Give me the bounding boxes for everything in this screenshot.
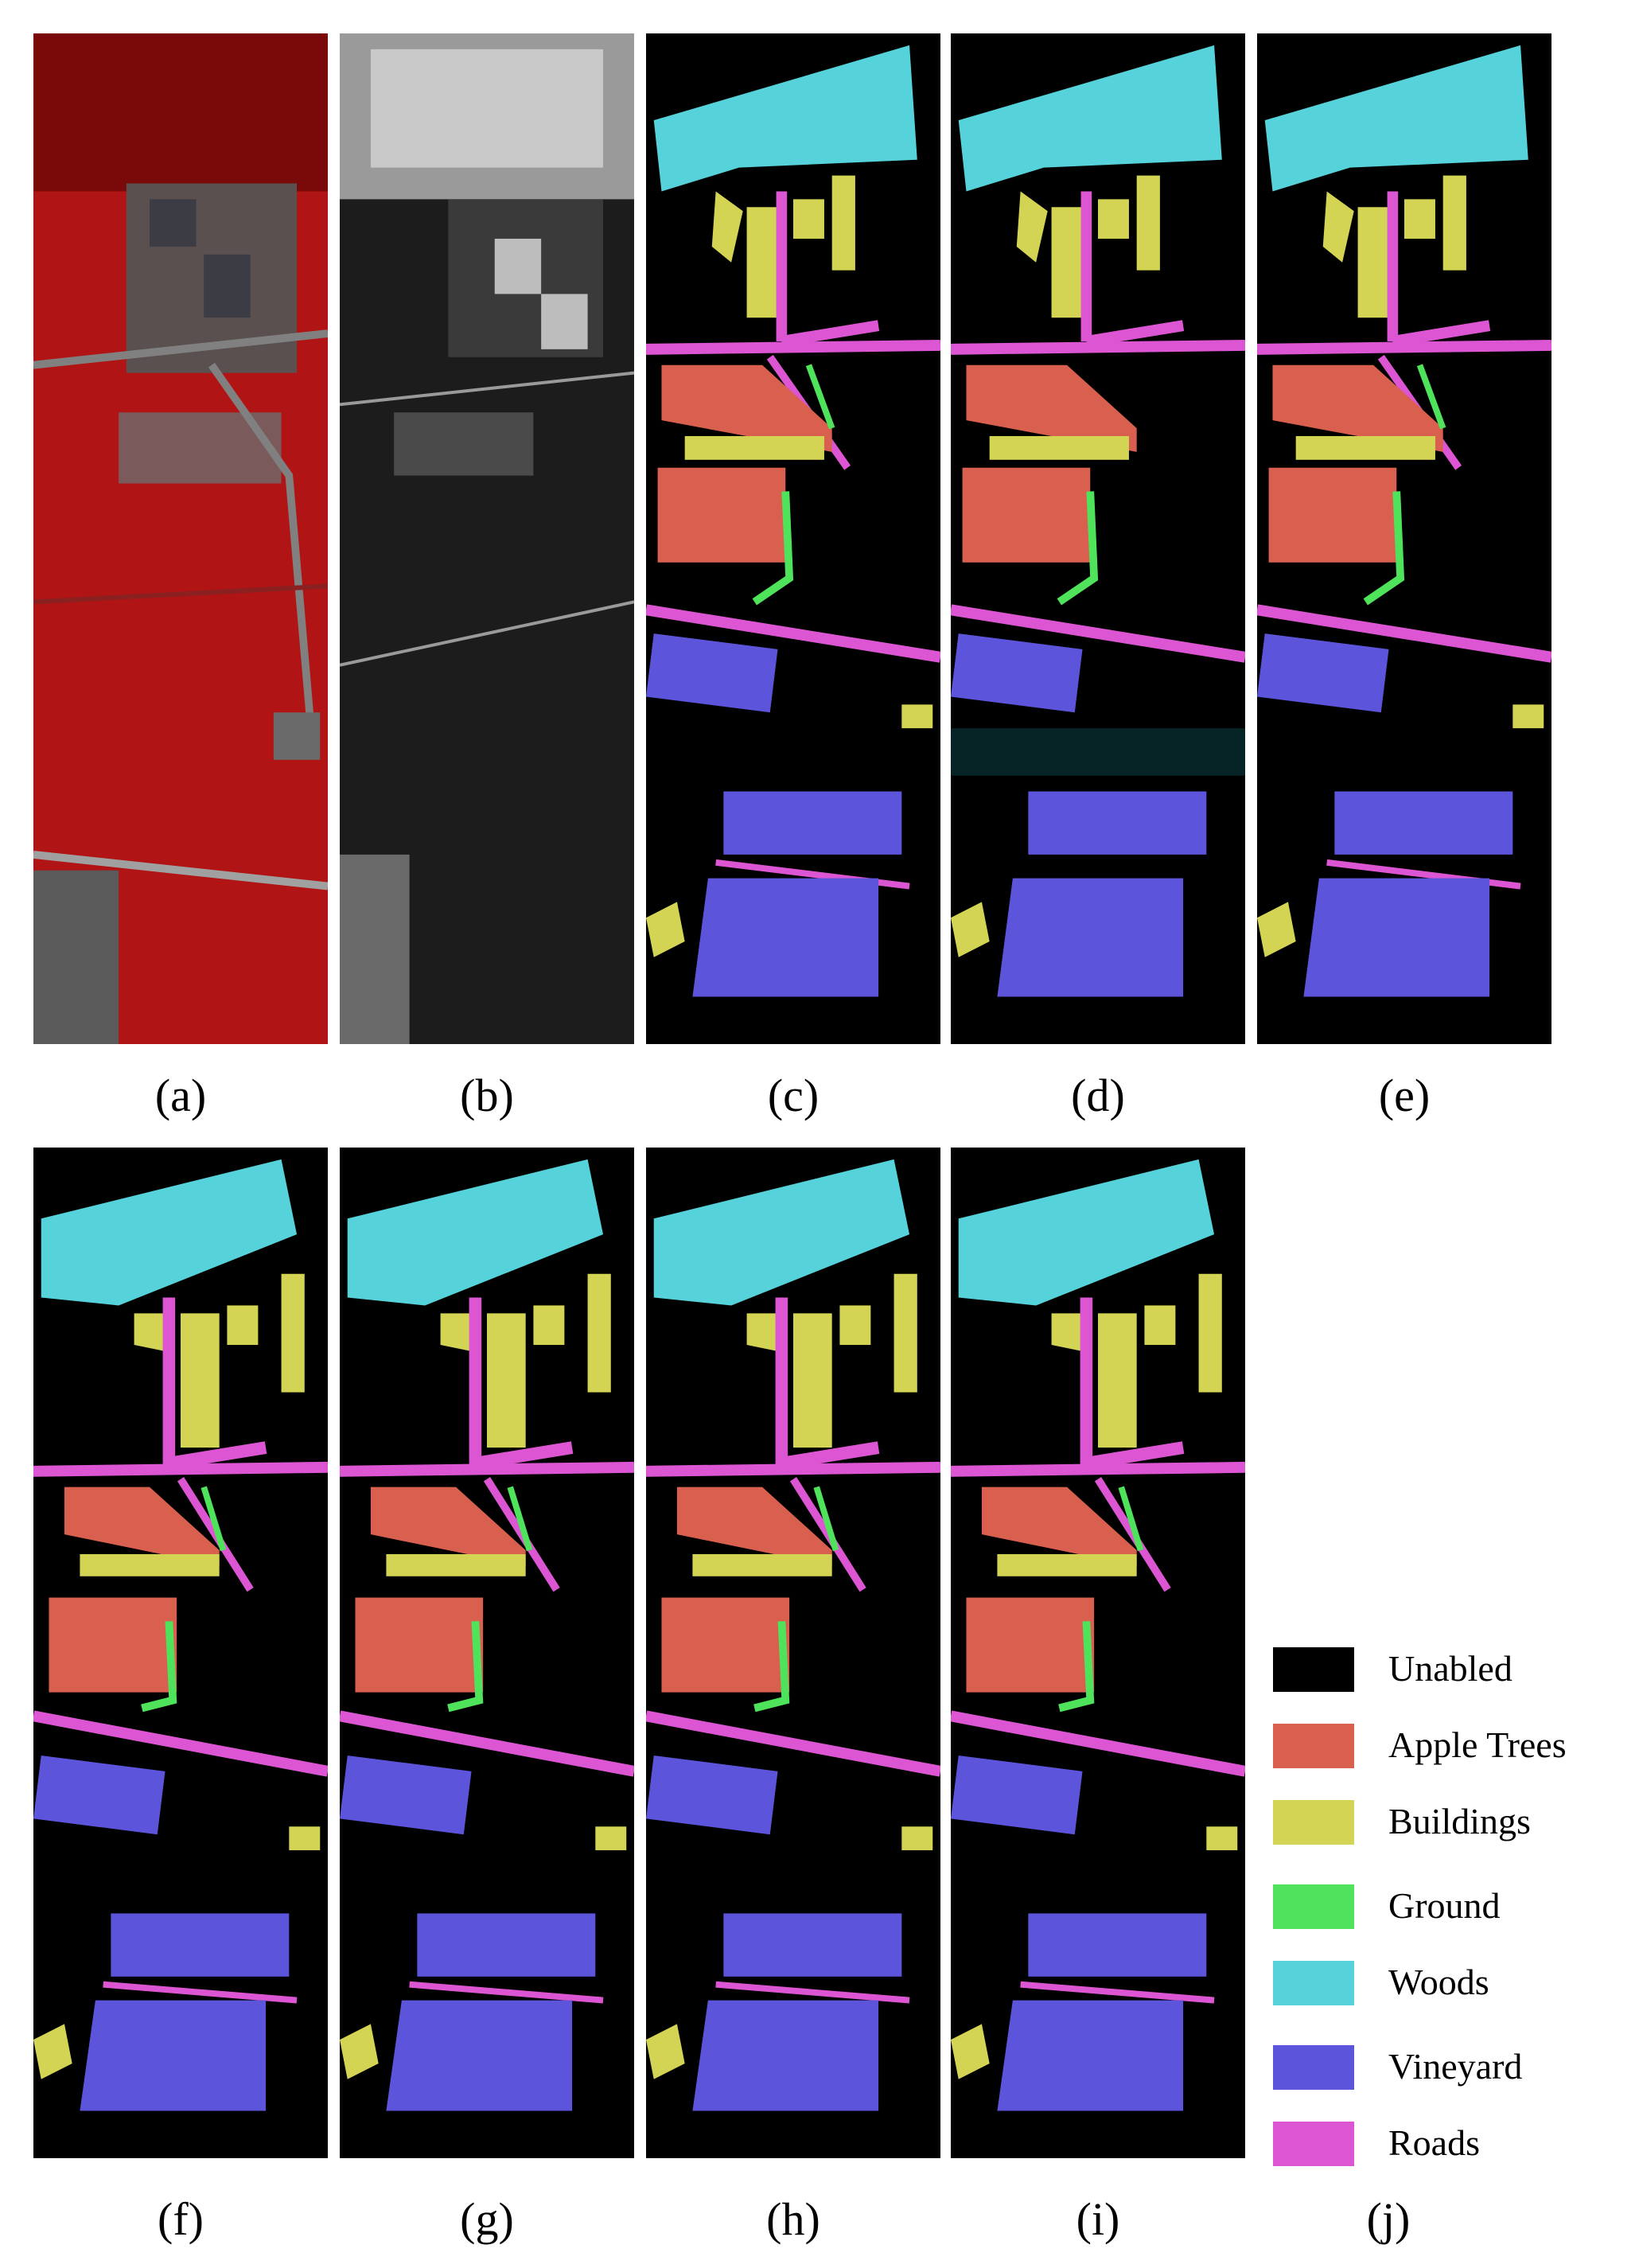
smooth-classification-map (33, 1148, 328, 2158)
panel-c (646, 33, 940, 1044)
false-color-image (33, 33, 328, 1044)
smooth-classification-map (951, 1148, 1245, 2158)
caption-a: (a) (154, 1070, 207, 1121)
panel-e (1257, 33, 1551, 1044)
panel-h (646, 1148, 940, 2158)
smooth-classification-map (340, 1148, 634, 2158)
caption-d: (d) (1071, 1070, 1125, 1121)
lidar-image (340, 33, 634, 1044)
smooth-classification-map (646, 1148, 940, 2158)
caption-g: (g) (460, 2193, 514, 2245)
caption-e: (e) (1378, 1070, 1431, 1121)
caption-j: (j) (1366, 2193, 1411, 2245)
legend-label-ground: Ground (1388, 1885, 1501, 1926)
legend-label-vineyard: Vineyard (1388, 2046, 1523, 2087)
caption-c: (c) (767, 1070, 820, 1121)
panel-i (951, 1148, 1245, 2158)
legend-label-apple-trees: Apple Trees (1388, 1724, 1567, 1765)
noisy-classification-map (951, 33, 1245, 1044)
caption-f: (f) (158, 2193, 204, 2245)
caption-b: (b) (460, 1070, 514, 1121)
caption-h: (h) (766, 2193, 820, 2245)
legend-label-roads: Roads (1388, 2122, 1480, 2163)
legend-label-unabled: Unabled (1388, 1648, 1512, 1689)
ground-truth-map (646, 33, 940, 1044)
legend-swatch-vineyard (1273, 2045, 1354, 2090)
panel-f (33, 1148, 328, 2158)
legend-swatch-unabled (1273, 1647, 1354, 1692)
legend-label-buildings: Buildings (1388, 1801, 1531, 1841)
caption-i: (i) (1076, 2193, 1120, 2245)
noisy-classification-map (1257, 33, 1551, 1044)
legend-swatch-buildings (1273, 1800, 1354, 1845)
panel-b (340, 33, 634, 1044)
panel-d (951, 33, 1245, 1044)
legend-label-woods: Woods (1388, 1962, 1489, 2002)
panel-g (340, 1148, 634, 2158)
legend-swatch-apple-trees (1273, 1724, 1354, 1768)
legend-swatch-ground (1273, 1884, 1354, 1929)
panel-a (33, 33, 328, 1044)
legend-swatch-woods (1273, 1961, 1354, 2005)
legend-swatch-roads (1273, 2122, 1354, 2166)
